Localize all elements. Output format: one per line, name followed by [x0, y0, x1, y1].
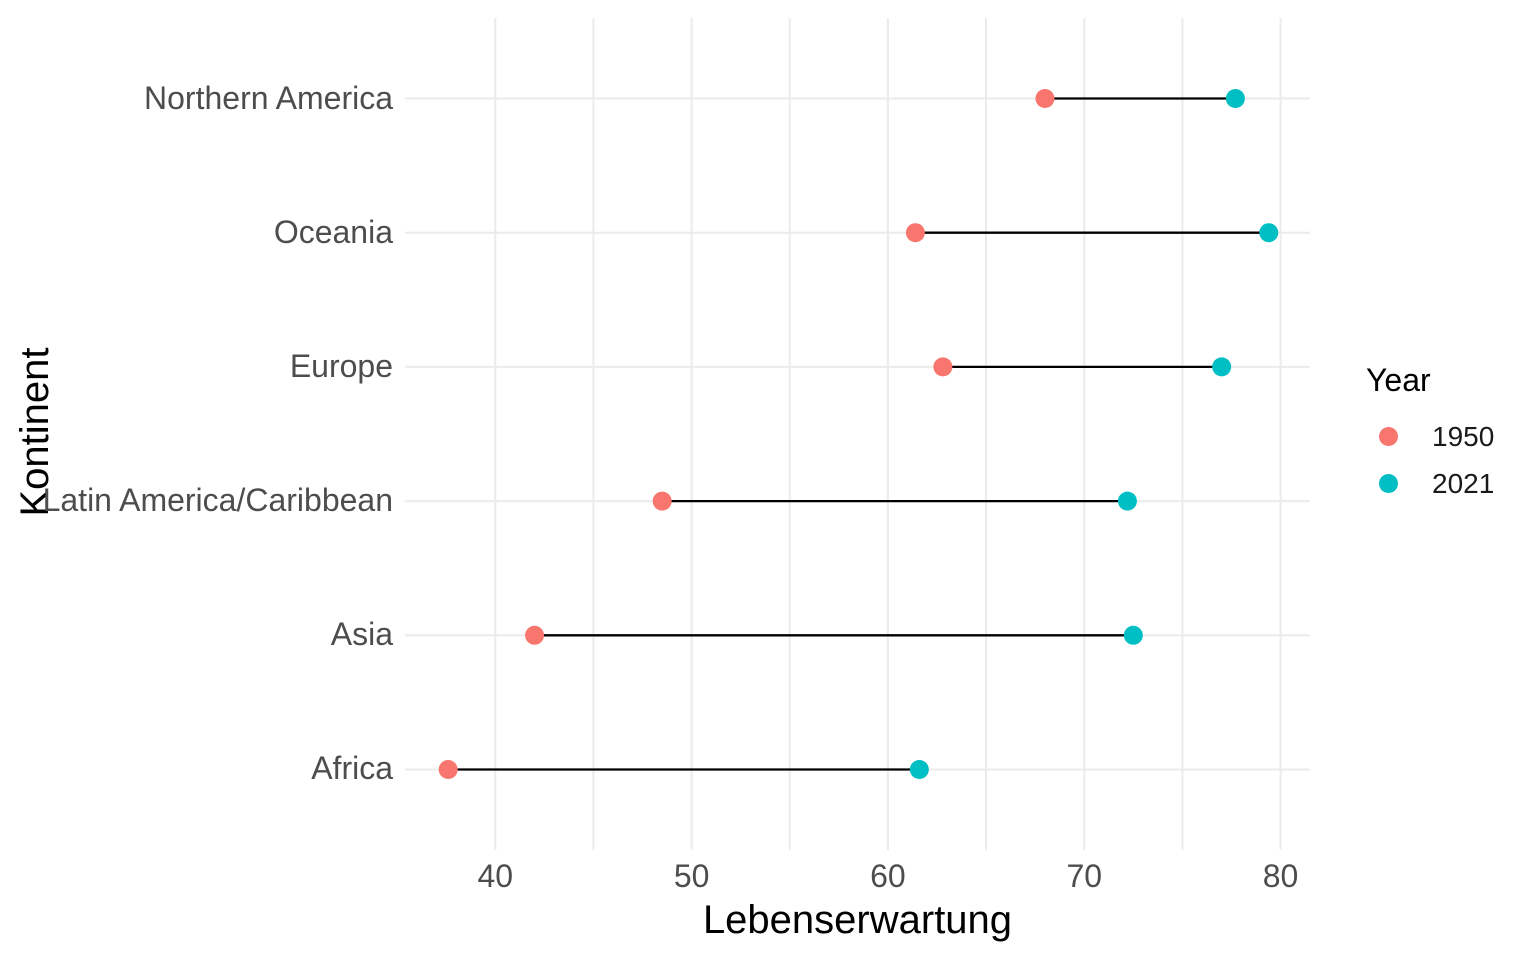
x-tick-label-40: 40	[477, 858, 514, 894]
plot-panel	[405, 18, 1310, 850]
y-tick-label-africa: Africa	[311, 750, 393, 787]
x-axis-title: Lebenserwartung	[702, 898, 1013, 942]
legend-swatch-icon-1950	[1379, 427, 1398, 446]
legend: Year 1950 2021	[1360, 362, 1536, 507]
legend-label-1950: 1950	[1432, 420, 1495, 452]
legend-swatch-icon-2021	[1379, 474, 1398, 493]
y-tick-label-oceania: Oceania	[273, 213, 393, 250]
y-tick-label-latin-america-caribbean: Latin America/Caribbean	[42, 481, 393, 518]
y-tick-label-europe: Europe	[289, 347, 393, 384]
data-point-1950-latin-america-caribbean	[652, 491, 672, 511]
data-point-2021-latin-america-caribbean	[1117, 491, 1137, 511]
data-point-2021-europe	[1212, 357, 1232, 377]
data-point-2021-africa	[909, 759, 929, 779]
x-axis-labels: 40 50 60 70 80	[405, 858, 1310, 898]
data-point-2021-asia	[1123, 625, 1143, 645]
data-point-1950-oceania	[905, 223, 925, 243]
legend-label-2021: 2021	[1432, 467, 1495, 499]
x-tick-label-70: 70	[1066, 858, 1103, 894]
legend-title: Year	[1366, 362, 1431, 398]
data-point-2021-oceania	[1259, 223, 1279, 243]
data-point-1950-northern-america	[1035, 89, 1055, 109]
legend-item-1950: 1950	[1360, 413, 1536, 460]
data-point-1950-africa	[438, 759, 458, 779]
data-point-2021-northern-america	[1225, 89, 1245, 109]
data-point-1950-europe	[933, 357, 953, 377]
legend-item-2021: 2021	[1360, 460, 1536, 507]
plot-canvas	[405, 18, 1310, 850]
x-tick-label-80: 80	[1262, 858, 1299, 894]
x-tick-label-60: 60	[870, 858, 906, 894]
x-tick-label-50: 50	[673, 858, 710, 894]
y-axis-labels: Northern America Oceania Europe Latin Ameri…	[0, 18, 393, 850]
data-point-1950-asia	[525, 625, 545, 645]
y-tick-label-asia: Asia	[330, 616, 393, 653]
y-tick-label-northern-america: Northern America	[144, 79, 393, 116]
legend-items: 1950 2021	[1360, 413, 1536, 507]
